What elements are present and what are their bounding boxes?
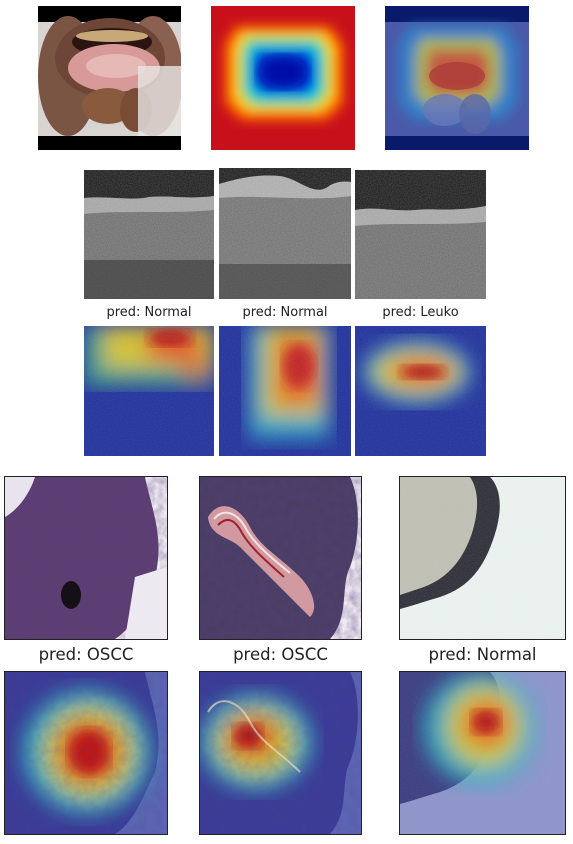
oral-overlay-panel bbox=[385, 6, 529, 150]
histology-image bbox=[200, 477, 361, 639]
histology-image-2 bbox=[199, 476, 362, 640]
histology-heatmap-3 bbox=[399, 671, 566, 835]
oral-overlay-image bbox=[385, 6, 529, 150]
oct-heatmap-image bbox=[355, 326, 486, 456]
oct-heatmap-3 bbox=[355, 326, 486, 456]
oral-photo-image bbox=[38, 6, 181, 150]
histology-prediction-label-3: pred: Normal bbox=[428, 645, 537, 664]
histology-image-1 bbox=[4, 476, 168, 640]
histology-heatmap-image bbox=[200, 672, 361, 834]
histology-image-3 bbox=[399, 476, 566, 640]
histology-image bbox=[400, 477, 565, 639]
oct-heatmap-2 bbox=[219, 326, 351, 456]
oral-heatmap-panel bbox=[211, 6, 355, 150]
histology-heatmap-1 bbox=[4, 671, 168, 835]
histology-heatmap-2 bbox=[199, 671, 362, 835]
oct-scan-image bbox=[84, 170, 214, 299]
histology-prediction-label-2: pred: OSCC bbox=[233, 645, 328, 664]
oct-scan-1 bbox=[84, 170, 214, 299]
oct-scan-image bbox=[355, 170, 486, 299]
oral-heatmap-image bbox=[211, 6, 355, 150]
oct-heatmap-image bbox=[219, 326, 351, 456]
oct-scan-2 bbox=[219, 168, 351, 299]
histology-image bbox=[5, 477, 167, 639]
histology-heatmap-image bbox=[400, 672, 565, 834]
oct-heatmap-1 bbox=[84, 326, 214, 456]
oct-prediction-label-1: pred: Normal bbox=[106, 305, 192, 320]
oct-prediction-label-3: pred: Leuko bbox=[382, 305, 459, 320]
histology-heatmap-image bbox=[5, 672, 167, 834]
oct-heatmap-image bbox=[84, 326, 214, 456]
oct-scan-image bbox=[219, 168, 351, 299]
histology-prediction-label-1: pred: OSCC bbox=[38, 645, 134, 664]
oct-prediction-label-2: pred: Normal bbox=[242, 305, 328, 320]
oral-photo-panel bbox=[38, 6, 181, 150]
oct-scan-3 bbox=[355, 170, 486, 299]
